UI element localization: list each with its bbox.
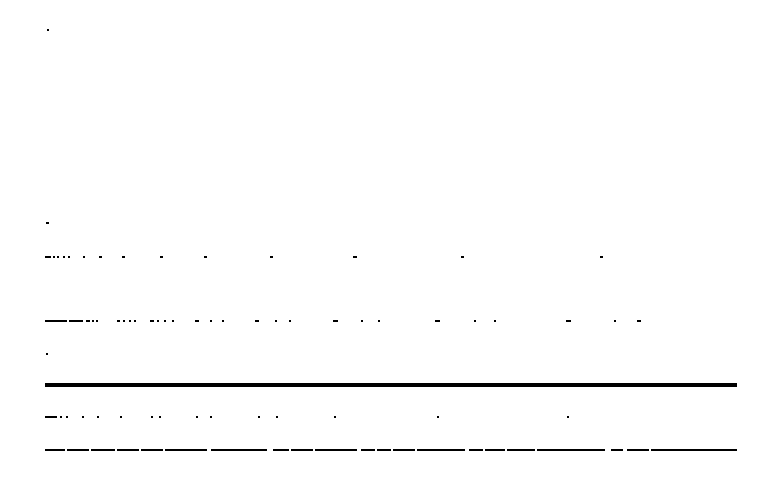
dash-mark bbox=[141, 449, 163, 451]
dot-mark bbox=[86, 320, 90, 322]
dot-mark bbox=[210, 416, 212, 418]
dot-mark bbox=[437, 416, 439, 418]
dash-mark bbox=[469, 449, 483, 451]
dash-mark bbox=[377, 449, 391, 451]
dot-row-2 bbox=[45, 320, 641, 322]
dash-mark bbox=[393, 449, 415, 451]
dash-mark bbox=[485, 449, 505, 451]
dot-mark bbox=[92, 320, 94, 322]
dot-mark bbox=[270, 256, 273, 258]
dot-mark bbox=[117, 320, 120, 322]
dot-mark bbox=[353, 256, 357, 258]
dot-mark bbox=[57, 256, 59, 258]
dot-mark bbox=[83, 256, 85, 258]
dash-mark bbox=[651, 449, 737, 451]
dot-mark bbox=[255, 320, 259, 322]
dot-mark bbox=[435, 320, 440, 322]
dot-mark bbox=[334, 416, 336, 418]
dot-mark bbox=[378, 320, 380, 322]
dot-mark bbox=[96, 320, 98, 322]
dot-mark bbox=[129, 320, 131, 322]
dot-mark bbox=[172, 320, 174, 322]
dash-mark bbox=[417, 449, 465, 451]
dot-row-1 bbox=[45, 256, 603, 258]
dot-mark bbox=[196, 416, 198, 418]
dot-mark bbox=[45, 416, 57, 418]
dot-mark bbox=[150, 320, 154, 322]
dot-mark bbox=[258, 416, 260, 418]
dot-row-3 bbox=[45, 416, 569, 418]
dot-mark bbox=[134, 320, 136, 322]
dot-mark bbox=[159, 416, 161, 418]
dot-mark bbox=[97, 416, 99, 418]
dot-mark bbox=[46, 353, 48, 355]
dash-mark bbox=[627, 449, 649, 451]
dot-mark bbox=[333, 320, 338, 322]
dash-mark bbox=[537, 449, 605, 451]
dash-mark bbox=[117, 449, 139, 451]
dot-mark bbox=[151, 416, 153, 418]
dot-mark bbox=[474, 320, 476, 322]
dot-mark bbox=[123, 320, 125, 322]
dot-mark bbox=[60, 416, 62, 418]
dot-mark bbox=[567, 416, 569, 418]
dot-mark bbox=[275, 320, 277, 322]
dot-mark bbox=[45, 320, 67, 322]
dot-mark bbox=[276, 416, 278, 418]
dot-mark bbox=[566, 320, 571, 322]
dash-mark bbox=[611, 449, 623, 451]
dash-mark bbox=[165, 449, 207, 451]
dot-mark bbox=[120, 416, 122, 418]
dot-mark bbox=[494, 320, 496, 322]
dash-mark bbox=[211, 449, 267, 451]
dash-mark bbox=[291, 449, 313, 451]
dash-mark bbox=[507, 449, 535, 451]
horizontal-rule bbox=[45, 383, 737, 387]
dash-row-4 bbox=[45, 449, 737, 451]
dot-mark bbox=[47, 29, 49, 31]
dot-mark bbox=[66, 416, 68, 418]
dot-mark bbox=[461, 256, 464, 258]
dot-mark bbox=[204, 256, 207, 258]
dash-mark bbox=[67, 449, 89, 451]
dot-mark bbox=[69, 320, 83, 322]
dot-mark bbox=[614, 320, 616, 322]
dot-mark bbox=[46, 222, 49, 224]
dot-mark bbox=[53, 256, 55, 258]
dot-mark bbox=[289, 320, 291, 322]
dot-mark bbox=[82, 416, 84, 418]
dot-mark bbox=[160, 256, 163, 258]
dot-mark bbox=[164, 320, 166, 322]
dash-mark bbox=[315, 449, 357, 451]
dash-mark bbox=[45, 449, 65, 451]
dash-mark bbox=[273, 449, 289, 451]
dash-mark bbox=[91, 449, 115, 451]
dot-mark bbox=[63, 256, 65, 258]
dot-mark bbox=[361, 320, 363, 322]
dot-mark bbox=[122, 256, 125, 258]
dot-mark bbox=[637, 320, 641, 322]
dot-mark bbox=[600, 256, 603, 258]
dot-mark bbox=[195, 320, 199, 322]
dot-mark bbox=[210, 320, 212, 322]
dot-mark bbox=[68, 256, 70, 258]
dot-mark bbox=[45, 256, 51, 258]
dot-mark bbox=[222, 320, 224, 322]
dot-mark bbox=[157, 320, 159, 322]
dot-mark bbox=[99, 256, 102, 258]
dash-mark bbox=[361, 449, 375, 451]
